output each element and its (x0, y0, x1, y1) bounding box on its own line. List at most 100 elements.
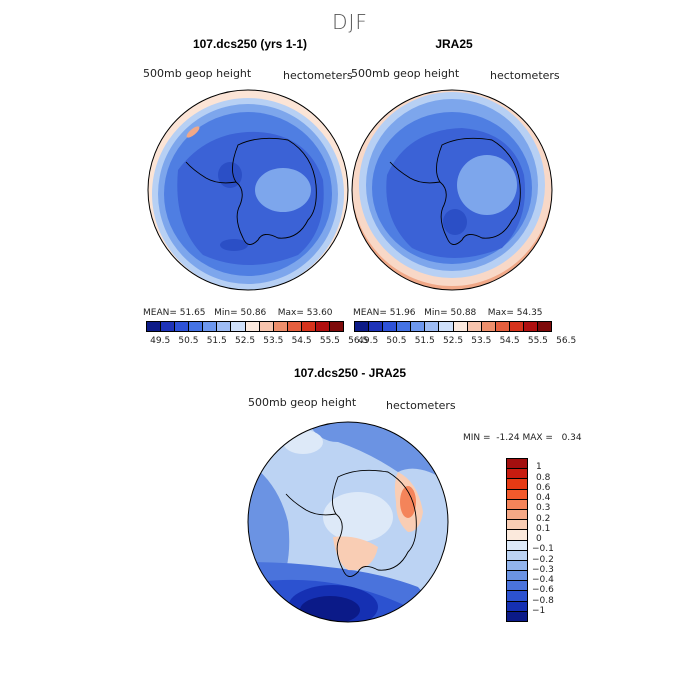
diff-peninsula (285, 493, 337, 516)
diff-colorbar-tick-label: 0 (536, 534, 542, 544)
panel-1-title: 107.dcs250 (yrs 1-1) (192, 37, 308, 51)
diff-colorbar-swatch (507, 540, 527, 551)
colorbar-tick-label: 50.5 (386, 336, 407, 346)
panel-2-title: JRA25 (435, 37, 473, 51)
panel-1-interior-light (255, 168, 311, 212)
colorbar-swatch (509, 322, 524, 331)
diff-warm-east-core (400, 486, 416, 518)
panel-1-colorbar (146, 321, 344, 332)
diff-colorbar-tick-label: −1 (532, 605, 546, 616)
diff-colorbar-swatch (507, 520, 527, 531)
colorbar-tick-label: 49.5 (358, 336, 379, 346)
panel-2-stats: MEAN= 51.96 Min= 50.88 Max= 54.35 (353, 308, 543, 318)
colorbar-swatch (175, 322, 190, 331)
diff-boundary (247, 421, 449, 623)
colorbar-swatch (301, 322, 316, 331)
panel-1-units-label: hectometers (283, 69, 353, 82)
panel-2-boundary (351, 89, 553, 291)
diff-colorbar-swatch (507, 550, 527, 561)
diff-colorbar-tick-label: 0.3 (536, 503, 551, 514)
diff-warm-south (333, 536, 378, 571)
panel-1-stats: MEAN= 51.65 Min= 50.86 Max= 53.60 (143, 308, 333, 318)
diff-colorbar-swatch (507, 479, 527, 490)
colorbar-swatch (439, 322, 454, 331)
colorbar-tick-label: 54.5 (291, 336, 312, 346)
diff-min-max: MIN = -1.24 MAX = 0.34 (463, 433, 582, 443)
panel-2-colorbar (354, 321, 552, 332)
colorbar-swatch (203, 322, 218, 331)
season-title: DJF (332, 10, 368, 34)
colorbar-tick-label: 56.5 (556, 336, 577, 346)
panel-1-salmon-edge (186, 126, 200, 138)
colorbar-swatch (523, 322, 539, 331)
colorbar-swatch (453, 322, 468, 331)
diff-colorbar-tick-label: −0.4 (532, 575, 554, 585)
diff-field-label: 500mb geop height (248, 396, 357, 409)
diff-map (247, 421, 449, 623)
colorbar-swatch (355, 322, 370, 331)
colorbar-swatch (245, 322, 260, 331)
panel-2-low-center (443, 209, 467, 235)
panel-1-peninsula (185, 161, 237, 184)
colorbar-swatch (231, 322, 246, 331)
colorbar-tick-label: 53.5 (263, 336, 284, 346)
diff-colorbar-swatch (507, 459, 527, 470)
colorbar-swatch (538, 322, 552, 331)
colorbar-swatch (161, 322, 176, 331)
colorbar-swatch (273, 322, 288, 331)
diff-colorbar-tick-label: −0.8 (532, 595, 554, 606)
colorbar-tick-label: 55.5 (527, 336, 548, 346)
diff-colorbar-tick-label: 1 (536, 462, 542, 473)
colorbar-swatch (383, 322, 398, 331)
diff-colorbar-tick-label: 0.2 (536, 513, 551, 524)
diff-colorbar-tick-label: −0.6 (532, 585, 554, 596)
diff-pale-center (323, 492, 393, 542)
diff-colorbar-tick-label: 0.1 (536, 523, 551, 534)
diff-pale-north (283, 430, 323, 454)
colorbar-swatch (467, 322, 482, 331)
colorbar-swatch (147, 322, 162, 331)
panel-2-map (351, 89, 553, 291)
diff-strongest-low (300, 596, 360, 622)
colorbar-tick-label: 55.5 (319, 336, 340, 346)
colorbar-tick-label: 52.5 (443, 336, 464, 346)
panel-2-units-label: hectometers (490, 69, 560, 82)
diff-panel-title: 107.dcs250 - JRA25 (293, 366, 407, 380)
colorbar-tick-label: 52.5 (235, 336, 256, 346)
colorbar-tick-label: 51.5 (206, 336, 227, 346)
diff-colorbar-tick-label: 0.4 (536, 493, 551, 503)
panel-2-peninsula (389, 161, 441, 184)
colorbar-swatch (259, 322, 274, 331)
colorbar-tick-label: 49.5 (150, 336, 171, 346)
panel-1-low-center-b (220, 239, 248, 251)
diff-colorbar-swatch (507, 499, 527, 510)
panel-2-interior-light (457, 155, 517, 215)
diff-colorbar-swatch (507, 509, 527, 521)
diff-antarctica-coast (332, 469, 417, 577)
colorbar-swatch (330, 322, 344, 331)
diff-colorbar-tick-label: 0.6 (536, 482, 551, 493)
panel-1-deep-trough (177, 131, 324, 265)
panel-1-field-label: 500mb geop height (143, 67, 252, 80)
diff-colorbar-tick-label: −0.3 (532, 564, 554, 575)
colorbar-swatch (495, 322, 510, 331)
diff-colorbar-swatch (507, 611, 527, 621)
diff-colorbar-tick-label: 0.8 (536, 472, 551, 483)
diff-colorbar-swatch (507, 591, 527, 602)
panel-2-colorbar-ticks: 49.5 50.5 51.5 52.5 53.5 54.5 55.5 56.5 (354, 336, 576, 348)
colorbar-swatch (481, 322, 496, 331)
colorbar-tick-label: 51.5 (414, 336, 435, 346)
colorbar-swatch (189, 322, 204, 331)
diff-colorbar (506, 458, 528, 622)
diff-colorbar-swatch (507, 571, 527, 582)
colorbar-tick-label: 56.5 (348, 336, 369, 346)
colorbar-swatch (425, 322, 440, 331)
colorbar-tick-label: 54.5 (499, 336, 520, 346)
diff-colorbar-swatch (507, 601, 527, 612)
diff-colorbar-tick-label: −0.1 (532, 544, 554, 555)
panel-1-antarctica-coast (232, 137, 317, 245)
colorbar-tick-label: 50.5 (178, 336, 199, 346)
colorbar-swatch (411, 322, 426, 331)
panel-2-field-label: 500mb geop height (351, 67, 460, 80)
colorbar-swatch (287, 322, 302, 331)
